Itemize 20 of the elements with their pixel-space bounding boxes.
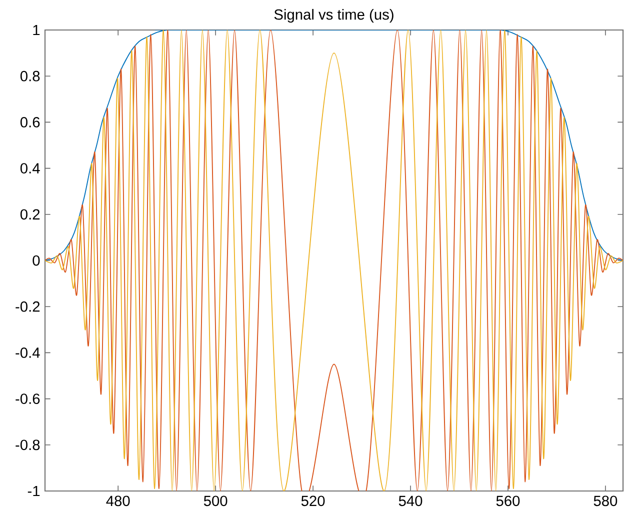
x-tick-label: 480 (106, 496, 130, 506)
line-series (45, 30, 624, 492)
y-tick-label: 0 (32, 255, 40, 266)
y-tick-label: -1 (28, 486, 40, 496)
y-tick-label: 0.8 (20, 70, 40, 82)
y-tick-label: 0.4 (20, 163, 40, 174)
line-series (45, 30, 624, 261)
y-tick-label: -0.2 (16, 301, 40, 312)
y-tick-label: 1 (33, 24, 40, 36)
y-tick-label: -0.8 (16, 440, 40, 450)
y-tick-label: -0.6 (16, 394, 40, 404)
chart-title: Signal vs time (us) (274, 8, 394, 23)
x-tick-label: 580 (594, 496, 618, 506)
x-tick-label: 560 (496, 496, 520, 506)
x-tick-label: 500 (204, 496, 228, 506)
y-tick-label: -0.4 (16, 348, 40, 358)
y-tick-label: 0.2 (20, 209, 40, 220)
y-tick-label: 0.6 (20, 117, 40, 128)
x-tick-label: 520 (301, 496, 325, 506)
x-tick-label: 540 (398, 496, 422, 506)
